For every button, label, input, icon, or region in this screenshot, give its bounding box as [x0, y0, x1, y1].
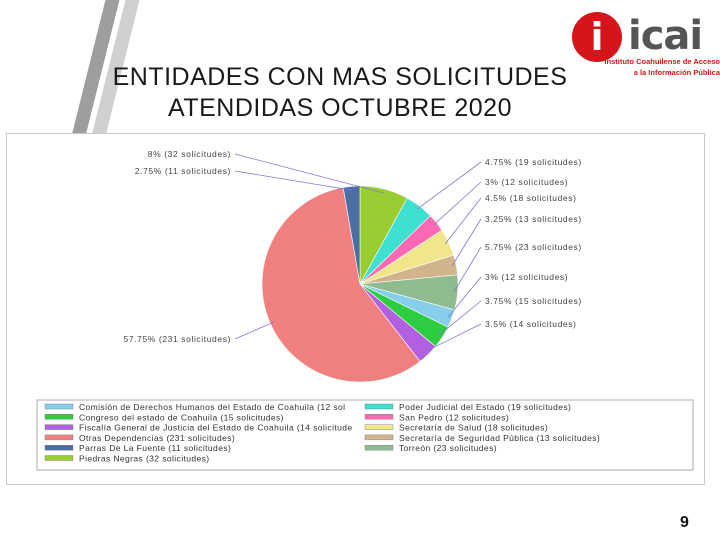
label-leader-line [416, 161, 482, 210]
label-leader-line [433, 181, 482, 226]
pie-chart-panel: 4.75% (19 solicitudes) 3% (12 solicitudes… [6, 133, 705, 485]
legend-entry: Secretaría de Seguridad Pública (13 soli… [399, 433, 600, 443]
legend-swatch [364, 445, 394, 451]
slice-label: 4.75% (19 solicitudes) [485, 157, 582, 167]
slide-title: ENTIDADES CON MAS SOLICITUDES ATENDIDAS … [60, 62, 620, 124]
slice-label: 2.75% (11 solicitudes) [135, 166, 231, 176]
pie-slices [261, 185, 459, 383]
legend-entry: Congreso del estado de Coahuila (15 soli… [79, 412, 284, 422]
chart-legend: Comisión de Derechos Humanos del Estado … [36, 399, 694, 471]
slice-label: 3% (12 solicitudes) [485, 177, 568, 187]
legend-entry: Otras Dependencias (231 solicitudes) [79, 433, 235, 443]
logo-wordmark: icai [628, 13, 703, 59]
legend-entry: Parras De La Fuente (11 solicitudes) [79, 443, 231, 453]
slice-label: 4.5% (18 solicitudes) [485, 193, 577, 203]
slice-label: 8% (32 solicitudes) [148, 149, 231, 159]
legend-swatch [364, 414, 394, 420]
label-leader-line [453, 246, 482, 293]
legend-entry: Torreón (23 solicitudes) [399, 443, 497, 453]
legend-swatch [44, 403, 74, 410]
page-number: 9 [680, 514, 689, 531]
label-leader-line [438, 300, 482, 336]
slice-label: 57.75% (231 solicitudes) [124, 334, 231, 344]
label-leader-line [451, 218, 482, 266]
icai-logo: i icai Instituto Coahuilense de Acceso a… [566, 8, 720, 98]
legend-swatch [364, 424, 394, 430]
label-leader-line [234, 321, 275, 340]
legend-swatch [44, 424, 74, 430]
label-leader-line [425, 323, 482, 352]
slice-labels: 4.75% (19 solicitudes) 3% (12 solicitudes… [124, 149, 582, 352]
logo-subtitle-line1: Instituto Coahuilense de Acceso [604, 57, 720, 66]
label-leader-line [234, 170, 352, 191]
logo-mark: i [572, 12, 622, 62]
logo-subtitle: Instituto Coahuilense de Acceso a la Inf… [566, 56, 720, 78]
slice-label: 3.75% (15 solicitudes) [485, 296, 582, 306]
legend-entry: Poder Judicial del Estado (19 solicitude… [399, 402, 571, 412]
logo-subtitle-line2: a la Información Pública [633, 68, 720, 77]
legend-swatch [364, 434, 394, 441]
legend-swatch [44, 445, 74, 451]
legend-entry: Piedras Negras (32 solicitudes) [79, 454, 210, 464]
legend-entry: Secretaría de Salud (18 solicitudes) [399, 423, 548, 433]
pie-chart: 4.75% (19 solicitudes) 3% (12 solicitudes… [36, 149, 694, 471]
slice-label: 3.25% (13 solicitudes) [485, 214, 582, 224]
label-leader-line [447, 276, 482, 318]
legend-swatch [44, 434, 74, 441]
slice-label: 3.5% (14 solicitudes) [485, 319, 577, 329]
slide-title-line2: ATENDIDAS OCTUBRE 2020 [168, 94, 512, 122]
slice-label: 3% (12 solicitudes) [485, 272, 568, 282]
slice-label: 5.75% (23 solicitudes) [485, 242, 582, 252]
legend-swatch [44, 455, 74, 461]
legend-entry: Fiscalía General de Justicia del Estado … [79, 423, 353, 433]
pie-slice [342, 185, 361, 285]
slide-title-line1: ENTIDADES CON MAS SOLICITUDES [112, 63, 568, 91]
label-leader-line [444, 197, 482, 245]
legend-entry: Comisión de Derechos Humanos del Estado … [79, 402, 345, 412]
label-leader-line [234, 153, 384, 194]
legend-swatch [44, 414, 74, 420]
legend-entry: San Pedro (12 solicitudes) [399, 412, 509, 422]
legend-swatch [364, 403, 394, 410]
